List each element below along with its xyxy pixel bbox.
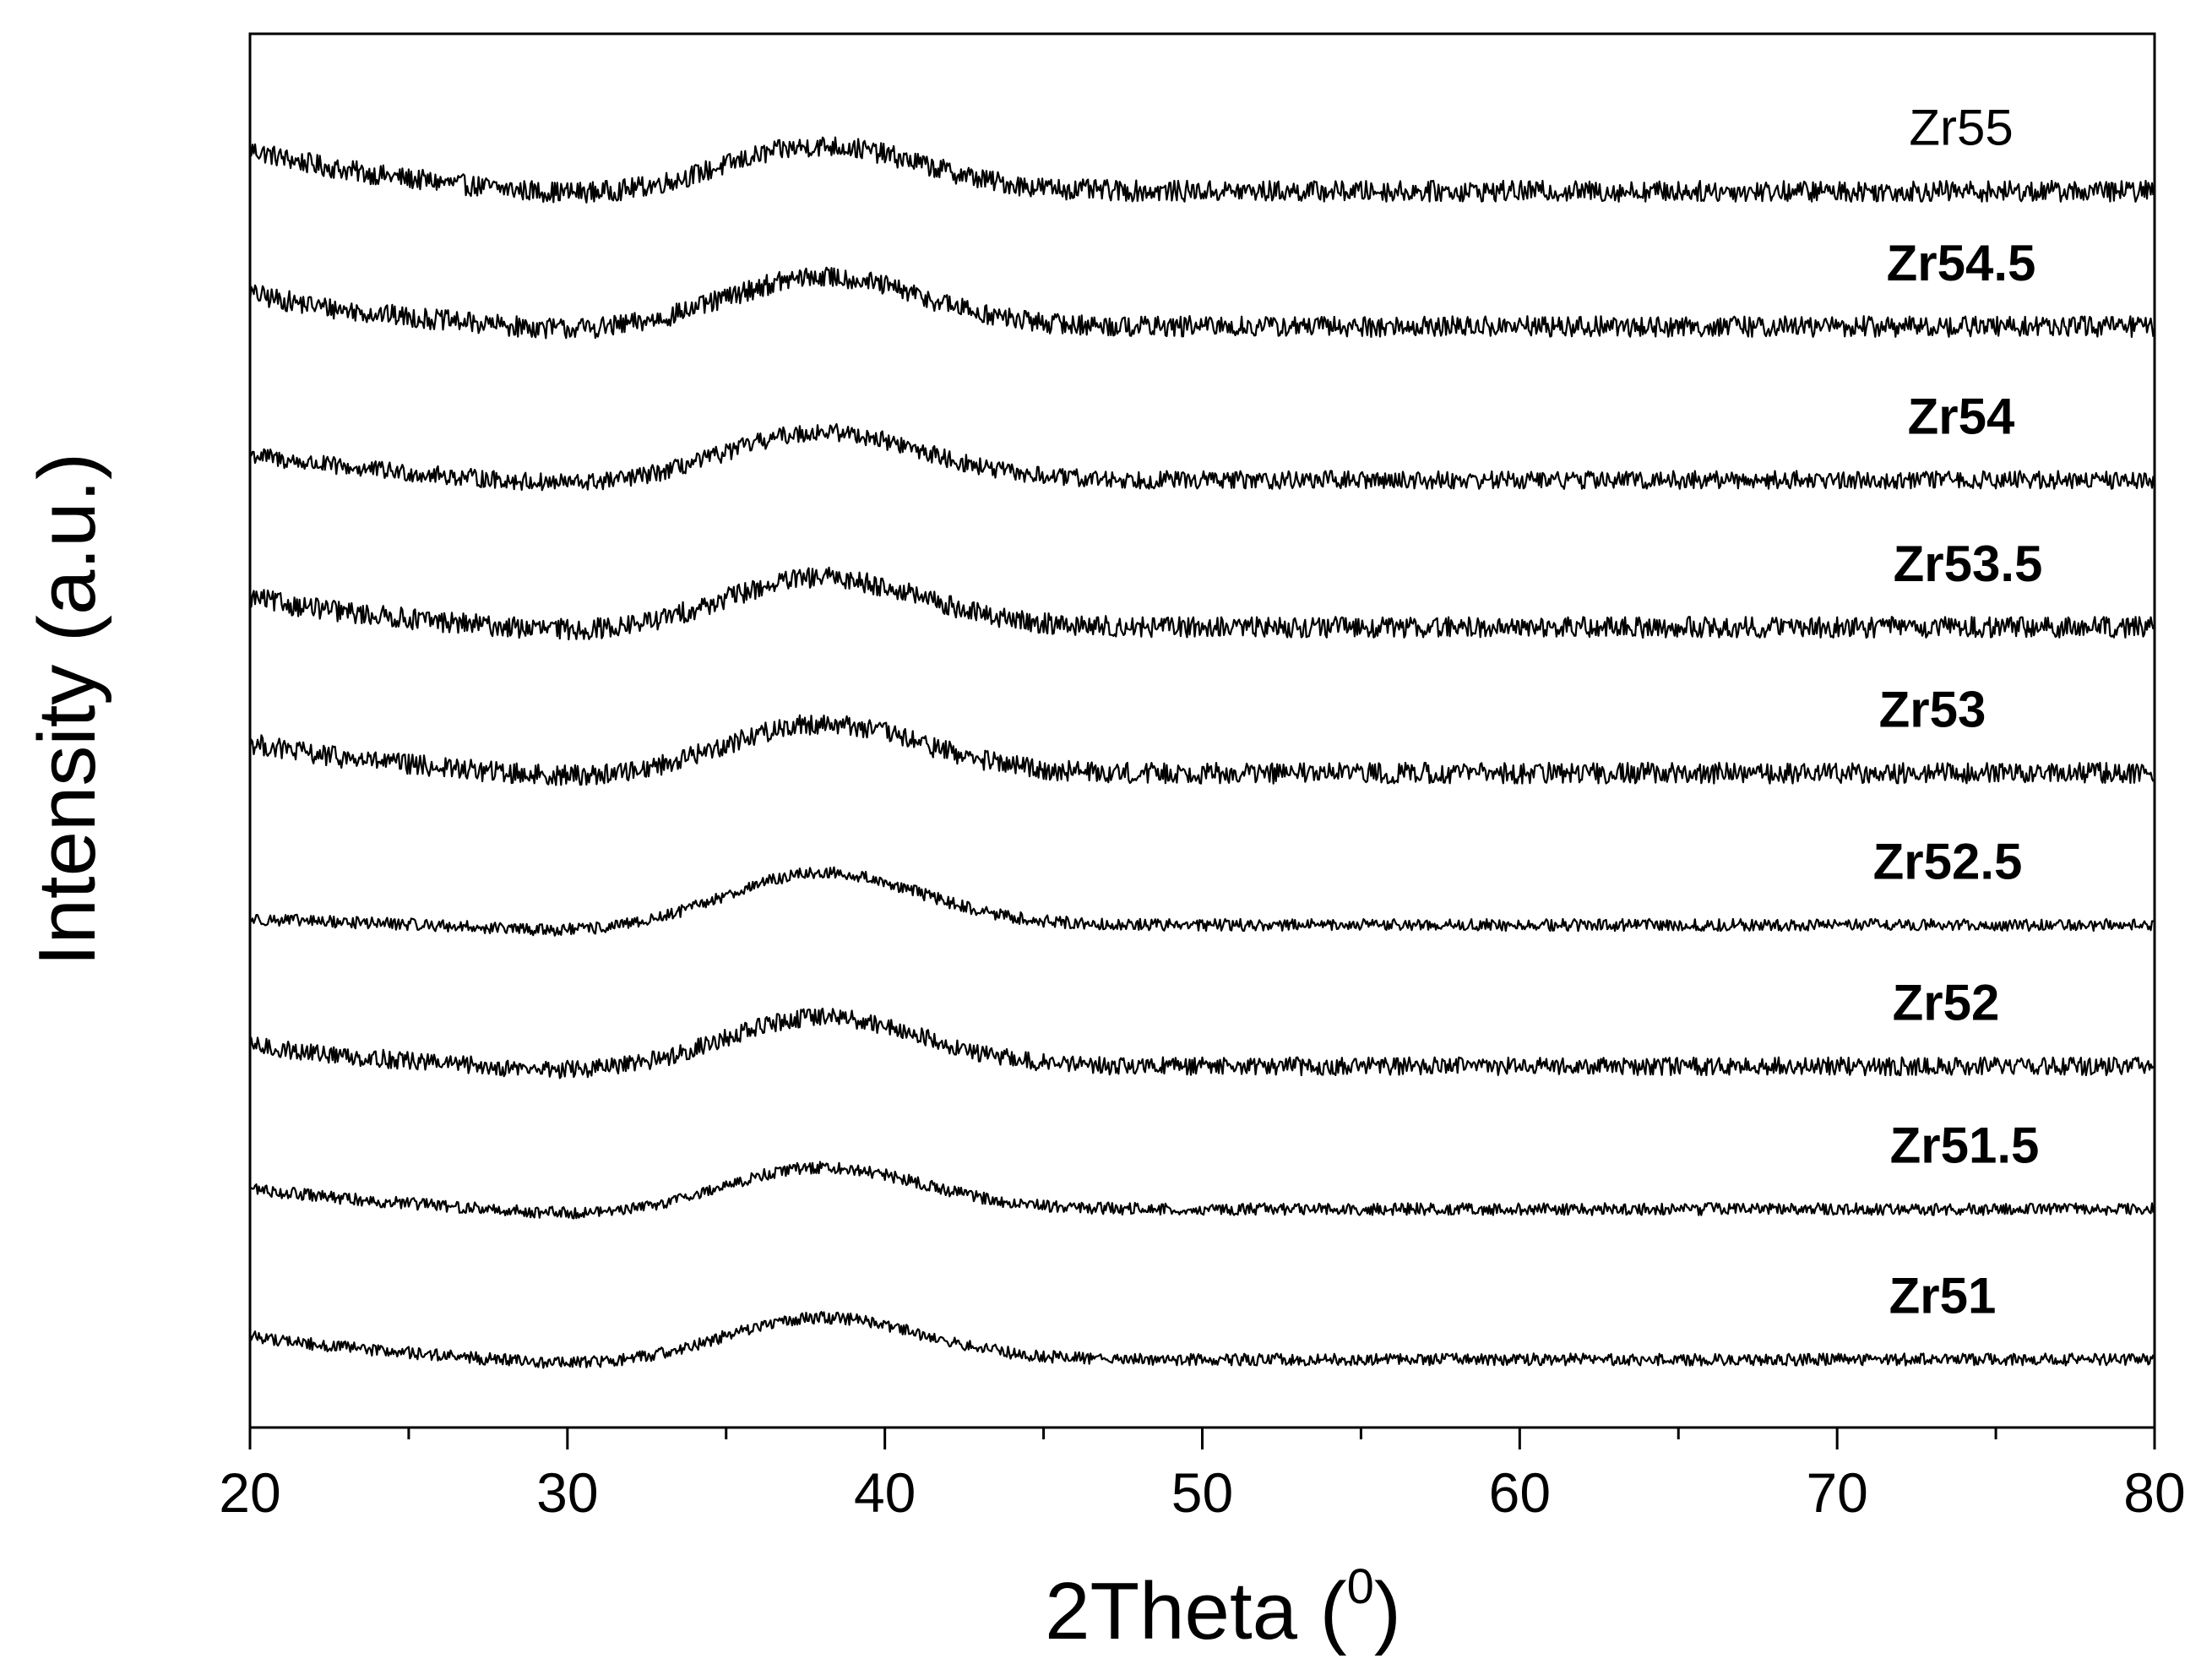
x-axis-title-end: ) — [1374, 1566, 1401, 1656]
series-label-zr53-5: Zr53.5 — [1894, 536, 2043, 592]
trace-zr53 — [248, 714, 2155, 786]
x-axis-ticks — [248, 1428, 2156, 1449]
x-axis-title: 2Theta (0) — [1045, 1559, 1401, 1656]
series-label-zr54: Zr54 — [1908, 388, 2015, 444]
x-axis-tick-labels: 20 30 40 50 60 70 80 — [219, 1461, 2185, 1524]
x-axis-title-main: 2Theta ( — [1045, 1566, 1347, 1656]
y-axis-title: Intensity (a.u.) — [22, 453, 112, 966]
series-label-zr54-5: Zr54.5 — [1887, 235, 2036, 291]
x-tick-label: 20 — [219, 1461, 280, 1524]
trace-zr55 — [248, 136, 2155, 204]
trace-zr51-5 — [249, 1161, 2155, 1220]
series-label-zr52: Zr52 — [1893, 975, 2000, 1031]
series-label-zr55: Zr55 — [1909, 100, 2013, 156]
series-label-zr52-5: Zr52.5 — [1873, 833, 2023, 889]
series-labels: Zr55 Zr54.5 Zr54 Zr53.5 Zr53 Zr52.5 Zr52 Zr51.5… — [1873, 100, 2043, 1324]
series-label-zr51: Zr51 — [1889, 1268, 1997, 1324]
x-tick-label: 40 — [854, 1461, 916, 1524]
x-tick-label: 50 — [1171, 1461, 1233, 1524]
x-tick-label: 80 — [2123, 1461, 2185, 1524]
trace-zr53-5 — [248, 566, 2155, 641]
trace-zr51 — [248, 1310, 2155, 1369]
trace-zr52-5 — [248, 866, 2154, 937]
trace-zr52 — [249, 1007, 2155, 1080]
series-label-zr51-5: Zr51.5 — [1890, 1118, 2040, 1174]
plot-frame — [248, 32, 2156, 1429]
series-traces — [248, 136, 2155, 1369]
trace-zr54-5 — [248, 266, 2155, 340]
trace-zr54 — [249, 422, 2155, 492]
x-tick-label: 30 — [536, 1461, 598, 1524]
series-label-zr53: Zr53 — [1879, 682, 1986, 738]
x-tick-label: 60 — [1489, 1461, 1551, 1524]
x-tick-label: 70 — [1806, 1461, 1867, 1524]
x-axis-title-superscript: 0 — [1347, 1559, 1374, 1614]
